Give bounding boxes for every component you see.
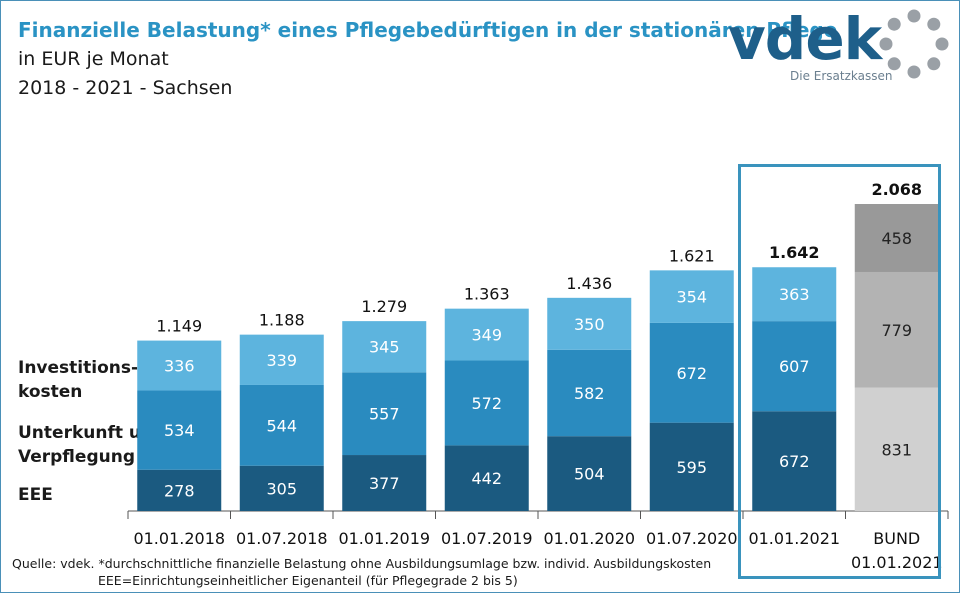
bar-segment [649, 422, 734, 511]
bar-value-label: 336 [164, 357, 195, 376]
bar-value-label: 534 [164, 421, 195, 440]
x-tick-label: 01.07.2020 [646, 529, 738, 548]
x-tick-label: BUND [873, 529, 920, 548]
x-tick-label: 01.01.2018 [133, 529, 225, 548]
chart-period: 2018 - 2021 - Sachsen [18, 77, 233, 99]
bar-value-label: 377 [369, 474, 400, 493]
x-tick-label: 01.07.2018 [236, 529, 328, 548]
bar-segment [239, 334, 324, 385]
bar-value-label: 779 [881, 321, 912, 340]
x-tick-label: 01.01.2021 [851, 553, 943, 572]
bar-segment [752, 411, 837, 511]
bar-segment [342, 321, 427, 373]
bar-value-label: 350 [574, 315, 605, 334]
bar-segment [752, 267, 837, 322]
bar-value-label: 305 [266, 479, 297, 498]
bar-segment [444, 445, 529, 511]
bar-segment [342, 372, 427, 456]
vdek-logo-subtitle: Die Ersatzkassen [790, 69, 893, 83]
bar-value-label: 278 [164, 481, 195, 500]
bar-total-label: 1.642 [769, 243, 820, 262]
bar-value-label: 339 [266, 351, 297, 370]
bar-value-label: 557 [369, 405, 400, 424]
chart-unit: in EUR je Monat [18, 48, 169, 70]
bar-segment [239, 465, 324, 511]
x-tick-label: 01.01.2020 [543, 529, 635, 548]
eee-definition-note: EEE=Einrichtungseinheitlicher Eigenantei… [98, 573, 518, 588]
bar-segment [444, 360, 529, 446]
bar-segment [649, 270, 734, 323]
bar-value-label: 672 [676, 364, 707, 383]
bar-value-label: 349 [471, 326, 502, 345]
bar-segment [547, 297, 632, 350]
bar-segment [547, 349, 632, 437]
bar-segment [137, 469, 222, 511]
legend-unterkunft: Unterkunft u. Verpflegung [18, 423, 147, 467]
vdek-logo-ring-icon [879, 9, 949, 79]
legend-investition: Investitions- kosten [18, 358, 139, 402]
x-tick-label: 01.07.2019 [441, 529, 533, 548]
bar-total-label: 1.279 [361, 297, 407, 316]
bar-total-label: 1.621 [669, 246, 715, 265]
bar-segment [239, 384, 324, 466]
bar-value-label: 831 [881, 440, 912, 459]
vdek-logo-text: vdek [728, 5, 882, 73]
bar-value-label: 607 [779, 357, 810, 376]
bar-value-label: 363 [779, 285, 810, 304]
bar-value-label: 595 [676, 458, 707, 477]
bar-segment [137, 340, 222, 391]
bar-value-label: 458 [881, 229, 912, 248]
bar-segment [444, 308, 529, 361]
x-tick-label: 01.01.2019 [338, 529, 430, 548]
bar-value-label: 544 [266, 416, 297, 435]
chart-title: Finanzielle Belastung* eines Pflegebedür… [18, 18, 838, 42]
bar-segment [854, 204, 939, 272]
bar-total-label: 1.188 [259, 311, 305, 330]
bar-total-label: 1.149 [156, 317, 202, 336]
bar-value-label: 345 [369, 338, 400, 357]
bar-segment [137, 390, 222, 470]
bar-total-label: 1.436 [566, 274, 612, 293]
bar-value-label: 582 [574, 384, 605, 403]
bar-total-label: 1.363 [464, 285, 510, 304]
highlight-box-2021 [738, 164, 941, 579]
bar-segment [342, 455, 427, 511]
bar-value-label: 504 [574, 465, 605, 484]
bar-value-label: 354 [676, 288, 707, 307]
bar-segment [752, 321, 837, 412]
bar-value-label: 442 [471, 469, 502, 488]
x-tick-label: 01.01.2021 [748, 529, 840, 548]
bar-segment [547, 436, 632, 511]
bar-segment [854, 387, 939, 511]
legend-eee: EEE [18, 485, 53, 505]
source-note: Quelle: vdek. *durchschnittliche finanzi… [12, 556, 712, 571]
bar-value-label: 672 [779, 452, 810, 471]
bar-value-label: 572 [471, 394, 502, 413]
bar-segment [854, 271, 939, 388]
bar-segment [649, 322, 734, 423]
bar-total-label: 2.068 [871, 180, 922, 199]
